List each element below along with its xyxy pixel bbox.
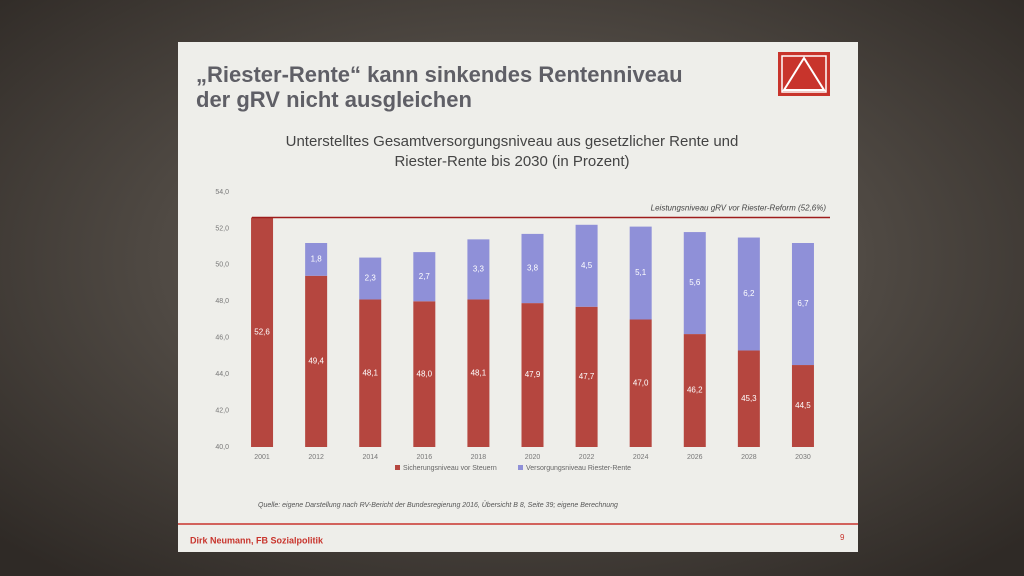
x-tick-label: 2030	[795, 454, 811, 461]
data-label: 47,9	[525, 370, 541, 379]
footer-author: Dirk Neumann, FB Sozialpolitik	[190, 535, 324, 545]
chart-title: Unterstelltes Gesamtversorgungsniveau au…	[286, 133, 739, 150]
x-tick-label: 2001	[254, 454, 270, 461]
x-tick-label: 2028	[741, 454, 757, 461]
x-tick-label: 2018	[471, 454, 487, 461]
x-tick-label: 2022	[579, 454, 595, 461]
data-label: 2,7	[419, 272, 431, 281]
y-tick-label: 46,0	[215, 335, 229, 342]
data-label: 47,0	[633, 378, 649, 387]
data-label: 1,8	[311, 255, 323, 264]
slide-title: der gRV nicht ausgleichen	[196, 87, 472, 112]
bar-segment	[791, 243, 814, 366]
bar-segment	[683, 232, 706, 335]
bar-segment	[737, 237, 760, 351]
y-tick-label: 50,0	[215, 262, 229, 269]
bar-segment	[575, 306, 598, 447]
chart-title: Riester-Rente bis 2030 (in Prozent)	[394, 153, 629, 170]
bar-segment	[359, 257, 382, 300]
data-label: 5,6	[689, 278, 701, 287]
y-tick-label: 40,0	[215, 444, 229, 451]
bar-segment	[413, 301, 436, 447]
data-label: 6,7	[797, 299, 809, 308]
data-label: 44,5	[795, 401, 811, 410]
bar-segment	[467, 239, 490, 300]
x-tick-label: 2014	[362, 454, 378, 461]
bar-segment	[305, 243, 328, 276]
data-label: 46,2	[687, 386, 703, 395]
data-label: 48,1	[471, 368, 487, 377]
data-label: 3,3	[473, 265, 485, 274]
y-tick-label: 42,0	[215, 407, 229, 414]
bar-segment	[413, 252, 436, 302]
bar-segment	[791, 365, 814, 447]
data-label: 48,0	[417, 369, 433, 378]
legend-swatch	[395, 465, 400, 470]
bar-segment	[251, 217, 274, 447]
data-label: 2,3	[365, 274, 377, 283]
bar-segment	[467, 299, 490, 447]
logo	[778, 52, 830, 96]
data-label: 45,3	[741, 394, 757, 403]
data-label: 4,5	[581, 261, 593, 270]
x-tick-label: 2026	[687, 454, 703, 461]
source-note: Quelle: eigene Darstellung nach RV-Beric…	[258, 501, 618, 509]
x-tick-label: 2024	[633, 454, 649, 461]
bar-segment	[629, 319, 652, 447]
y-tick-label: 48,0	[215, 298, 229, 305]
x-tick-label: 2020	[525, 454, 541, 461]
bar-segment	[629, 226, 652, 320]
legend-swatch	[518, 465, 523, 470]
data-label: 49,4	[308, 357, 324, 366]
bar-segment	[683, 334, 706, 447]
page-number: 9	[840, 533, 845, 542]
legend-label: Sicherungsniveau vor Steuern	[403, 465, 497, 472]
bar-segment	[359, 299, 382, 447]
reference-label: Leistungsniveau gRV vor Riester-Reform (…	[651, 204, 827, 213]
data-label: 52,6	[254, 327, 270, 336]
data-label: 6,2	[743, 289, 755, 298]
y-tick-label: 52,0	[215, 225, 229, 232]
x-tick-label: 2016	[417, 454, 433, 461]
data-label: 47,7	[579, 372, 595, 381]
data-label: 48,1	[362, 368, 378, 377]
bar-segment	[305, 275, 328, 447]
legend-label: Versorgungsniveau Riester-Rente	[526, 465, 631, 472]
y-tick-label: 44,0	[215, 371, 229, 378]
bar-segment	[737, 350, 760, 447]
bar-segment	[521, 233, 544, 304]
bar-segment	[521, 303, 544, 447]
data-label: 3,8	[527, 264, 539, 273]
x-tick-label: 2012	[308, 454, 324, 461]
slide-title: „Riester-Rente“ kann sinkendes Rentenniv…	[196, 62, 683, 87]
bar-segment	[575, 224, 598, 307]
y-tick-label: 54,0	[215, 189, 229, 196]
data-label: 5,1	[635, 268, 647, 277]
